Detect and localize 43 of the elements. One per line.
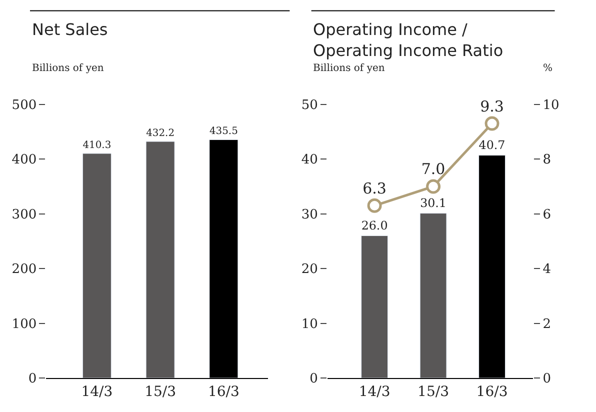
chart-title: Net Sales xyxy=(32,20,108,39)
y2-tick-label: 4 xyxy=(542,262,552,278)
data-label: 40.7 xyxy=(478,138,506,152)
point xyxy=(484,116,500,131)
x-tick-label: 16/3 xyxy=(476,384,508,400)
data-label: 410.3 xyxy=(82,140,112,151)
y2-tick-label: 0 xyxy=(542,372,552,387)
y-tick-label: 400 xyxy=(12,152,37,168)
y-axis-title: Billions of yen xyxy=(313,63,386,74)
bar xyxy=(361,235,388,378)
y2-axis-title: % xyxy=(543,63,553,74)
y-tick-label: 300 xyxy=(12,207,37,222)
y2-tick-label: 8 xyxy=(542,152,552,168)
data-label: 26.0 xyxy=(361,218,388,233)
data-label: 435.5 xyxy=(209,126,238,138)
y2-tick-label: 6 xyxy=(542,207,552,222)
y-tick-label: 200 xyxy=(12,262,37,278)
y-tick-label: 0 xyxy=(310,372,318,387)
y2-tick-label: 2 xyxy=(542,316,552,332)
x-tick-label: 16/3 xyxy=(208,384,240,400)
y-tick-label: 10 xyxy=(301,316,318,332)
x-tick-label: 15/3 xyxy=(144,384,176,400)
y-tick-label: 40 xyxy=(301,152,318,168)
y-tick-label: 50 xyxy=(301,98,318,113)
x-tick-label: 15/3 xyxy=(418,384,450,400)
chart-title: Operating Income / Operating Income Ratio xyxy=(313,20,504,60)
data-label: 9.3 xyxy=(480,97,504,116)
y-axis-title: Billions of yen xyxy=(32,63,104,74)
y-tick-label: 0 xyxy=(28,372,37,387)
x-tick-label: 14/3 xyxy=(81,384,113,400)
data-label: 6.3 xyxy=(362,179,386,198)
y-tick-label: 500 xyxy=(12,98,37,113)
x-tick-label: 14/3 xyxy=(358,384,390,400)
data-label: 7.0 xyxy=(421,160,446,178)
data-label: 30.1 xyxy=(420,196,446,210)
data-label: 432.2 xyxy=(146,128,175,139)
y-tick-label: 30 xyxy=(301,207,318,222)
y-tick-label: 100 xyxy=(12,316,37,332)
y-tick-label: 20 xyxy=(301,262,318,278)
y2-tick-label: 10 xyxy=(542,98,560,113)
bar xyxy=(420,213,447,378)
point xyxy=(367,198,382,213)
point xyxy=(426,179,441,194)
